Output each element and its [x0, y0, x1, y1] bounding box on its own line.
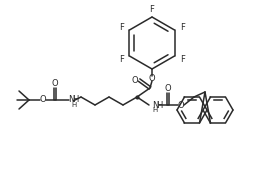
Text: O: O [149, 73, 155, 83]
Text: F: F [119, 55, 124, 63]
Text: O: O [52, 78, 58, 88]
Text: F: F [180, 55, 185, 63]
Text: F: F [180, 23, 185, 31]
Text: O: O [178, 100, 184, 110]
Text: F: F [150, 4, 155, 13]
Text: H: H [156, 100, 163, 110]
Text: O: O [40, 95, 46, 105]
Text: N: N [68, 95, 74, 105]
Text: H: H [152, 107, 158, 113]
Text: O: O [165, 83, 171, 93]
Text: H: H [72, 95, 79, 105]
Text: O: O [132, 76, 138, 84]
Text: F: F [119, 23, 124, 31]
Text: H: H [72, 102, 77, 108]
Text: N: N [152, 100, 158, 110]
